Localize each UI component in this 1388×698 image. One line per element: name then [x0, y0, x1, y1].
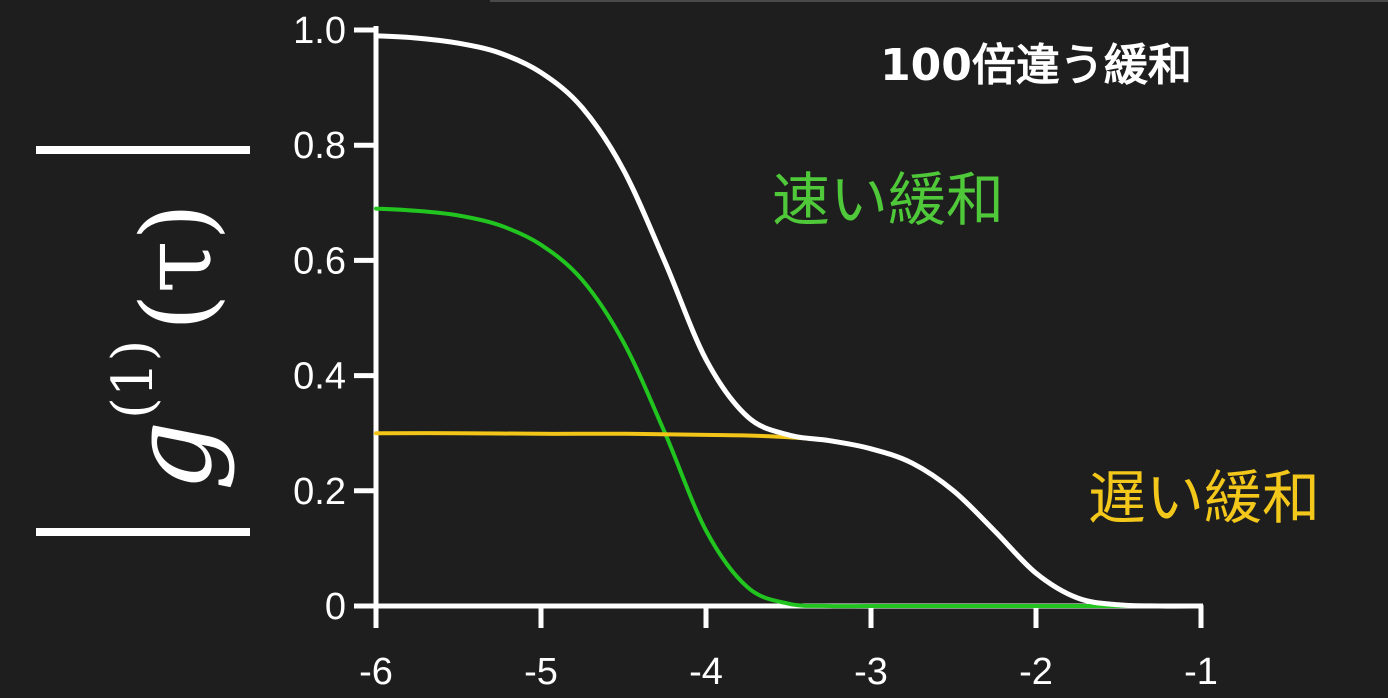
- series-slow-relaxation-line: [374, 431, 1203, 609]
- series-layer: [373, 33, 1204, 609]
- x-tick-label: -5: [524, 651, 558, 693]
- y-tick-label: 0.6: [293, 240, 346, 282]
- x-tick-label: -2: [1019, 651, 1053, 693]
- y-tick-label: 0.4: [293, 356, 346, 398]
- y-tick-label: 0.2: [293, 471, 346, 513]
- y-axis-label: g (1) (τ): [36, 146, 250, 536]
- series-combined-relaxation-line: [373, 33, 1204, 609]
- annotation-fast: 速い緩和: [772, 166, 1004, 234]
- x-tick-label: -4: [689, 651, 723, 693]
- y-tick-label: 0: [325, 586, 346, 628]
- axes: 0 0.2 0.4 0.6 0.8 1.0 -6 -5 -4 -3 -2 -1: [293, 10, 1218, 693]
- y-label-g: g: [108, 421, 236, 491]
- x-tick-label: -6: [359, 651, 393, 693]
- annotation-combined: 100倍違う緩和: [880, 40, 1192, 91]
- y-label-argument: (τ): [121, 203, 233, 331]
- x-tick-label: -1: [1184, 651, 1218, 693]
- annotation-slow: 遅い緩和: [1088, 464, 1320, 532]
- series-fast-relaxation-line: [374, 206, 1203, 609]
- x-tick-label: -3: [854, 651, 888, 693]
- y-label-superscript: (1): [101, 340, 166, 419]
- y-tick-label: 1.0: [293, 10, 346, 52]
- y-tick-label: 0.8: [293, 125, 346, 167]
